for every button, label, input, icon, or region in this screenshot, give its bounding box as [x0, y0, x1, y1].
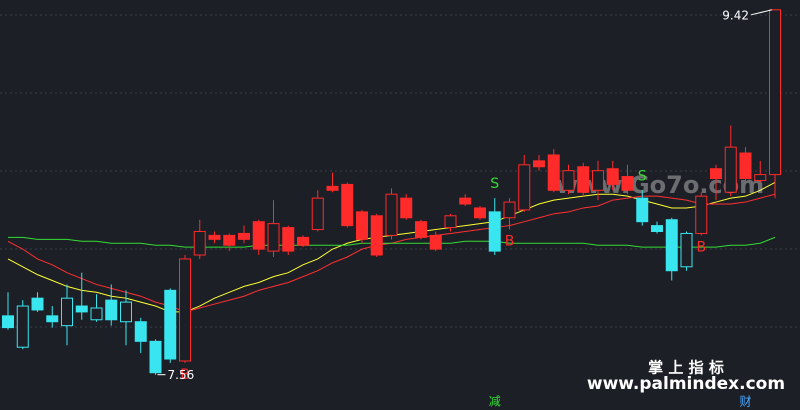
candle-body [474, 207, 486, 219]
annotation-arrow [750, 9, 773, 16]
candle-body [311, 197, 324, 231]
candle-body [415, 221, 427, 238]
candle-body [134, 321, 147, 342]
bottom-mark: 减 [489, 395, 501, 409]
candle-body [606, 168, 619, 185]
candle-body [769, 9, 781, 176]
candle-body [208, 234, 221, 240]
signal-label: S [638, 168, 647, 184]
candle-body [61, 297, 73, 327]
candle-body [164, 289, 177, 360]
candle-body [326, 185, 339, 191]
candle-body [267, 223, 280, 252]
candle-body [120, 301, 132, 323]
signal-label: B [180, 367, 190, 383]
candle-body [488, 211, 501, 252]
candle-body [680, 232, 693, 268]
candle-body [149, 340, 162, 374]
candle-body [400, 197, 413, 219]
signal-label: B [505, 234, 515, 250]
candle-body [16, 305, 29, 348]
candle-body [90, 307, 103, 321]
candle-body [193, 230, 206, 256]
candle-body [356, 211, 368, 240]
candle-body [665, 219, 678, 272]
candle-body [503, 201, 516, 219]
candle-body [459, 197, 472, 205]
candle-body [341, 183, 354, 227]
watermark: 掌 上 指 标 [648, 359, 724, 377]
signal-label: B [696, 239, 706, 255]
candle-body [75, 305, 88, 313]
candle-body [710, 168, 722, 180]
candle-body [577, 166, 590, 193]
min-annotation: 7.56 [168, 368, 195, 382]
candle-body [739, 152, 752, 180]
candle-body [385, 193, 398, 236]
candle-body [754, 174, 767, 181]
candle-body [518, 164, 531, 211]
candle-body [547, 154, 560, 191]
ma-line [8, 236, 776, 248]
candle-body [282, 227, 295, 252]
bottom-mark: 财 [739, 395, 751, 409]
candle-body [724, 146, 737, 193]
candle-body [592, 170, 604, 191]
candle-body [252, 221, 265, 250]
signal-label: S [490, 176, 499, 192]
candle-body [105, 299, 118, 321]
candle-body [2, 315, 14, 329]
candle-body [444, 215, 457, 229]
candle-body [46, 315, 59, 323]
candle-body [562, 170, 575, 191]
candle-body [179, 258, 191, 362]
candle-body [651, 225, 663, 232]
candle-body [695, 195, 708, 234]
candle-body [370, 215, 383, 256]
candle-body [297, 236, 309, 246]
candle-body [31, 297, 44, 311]
watermark: www.palmindex.com [587, 374, 785, 394]
candle-body [223, 234, 236, 246]
candle-body [621, 176, 634, 191]
candle-body [533, 160, 545, 168]
candle-body [238, 232, 250, 240]
candle-body [429, 234, 442, 250]
max-annotation: 9.42 [722, 8, 749, 22]
candle-body [636, 197, 649, 223]
